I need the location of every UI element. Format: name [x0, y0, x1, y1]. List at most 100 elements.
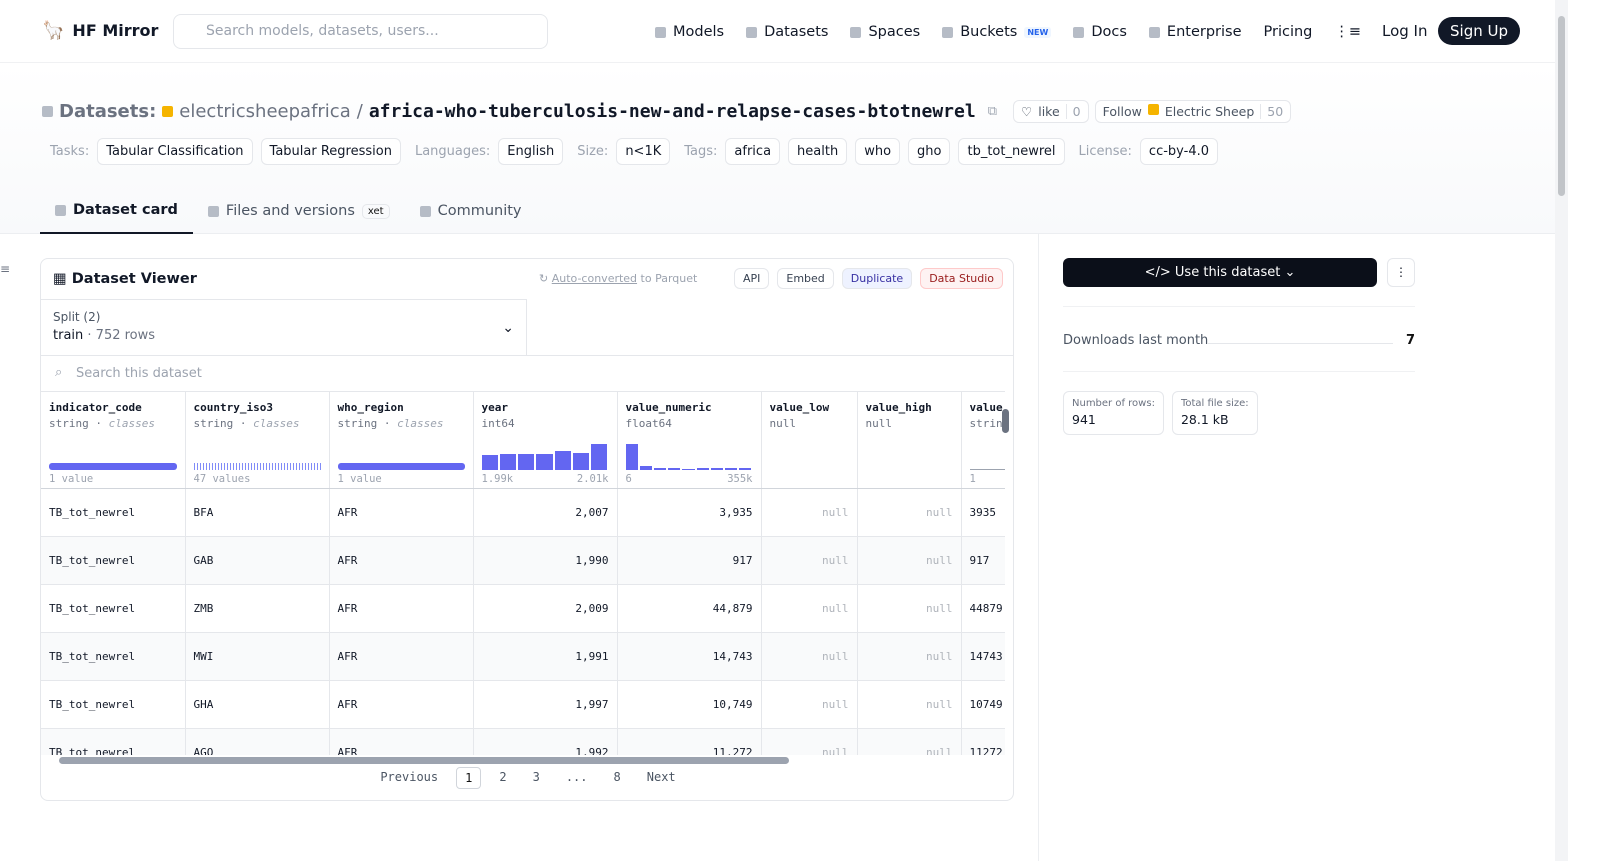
table-cell: TB_tot_newrel — [41, 584, 186, 633]
table-row[interactable]: TB_tot_newrel ZMB AFR 2,009 44,879 null null 44… — [41, 584, 1005, 633]
tag[interactable]: who — [855, 138, 901, 165]
table-cell: TB_tot_newrel — [41, 536, 186, 585]
column-type: null — [866, 417, 953, 430]
page-link[interactable]: 2 — [499, 770, 507, 784]
column-header[interactable]: value_low null — [761, 392, 858, 489]
nav-link[interactable]: Datasets — [746, 24, 828, 40]
table-cell: null — [857, 728, 962, 755]
column-name: value_high — [865, 401, 932, 414]
table-cell: null — [761, 488, 858, 537]
nav-link[interactable]: Spaces — [850, 24, 920, 40]
table-vscroll[interactable] — [1002, 409, 1009, 433]
table-cell: null — [761, 680, 858, 729]
table-hscroll[interactable] — [59, 757, 789, 764]
tag[interactable]: English — [498, 138, 564, 165]
table-row[interactable]: TB_tot_newrel MWI AFR 1,991 14,743 null null 14… — [41, 632, 1005, 681]
page-link[interactable]: ... — [565, 770, 588, 784]
signup[interactable]: Sign Up — [1438, 17, 1520, 45]
column-type: int64 — [482, 417, 609, 430]
follow-button[interactable]: Follow Electric Sheep 50 — [1094, 100, 1292, 123]
dataset-name[interactable]: africa-who-tuberculosis-new-and-relapse-… — [368, 101, 976, 122]
page-link[interactable]: Previous — [380, 770, 439, 784]
nav-link-label: Datasets — [764, 24, 829, 40]
split-label: Split (2) — [53, 310, 101, 324]
split-selector[interactable]: Split (2) train · 752 rows ⌄ — [41, 299, 527, 355]
tag[interactable]: cc-by-4.0 — [1139, 138, 1218, 165]
column-summary — [193, 442, 321, 470]
brand[interactable]: 🦙 HF Mirror — [42, 20, 158, 41]
sidebar-toggle[interactable]: ≡ — [0, 262, 11, 276]
nav-link[interactable]: Docs — [1073, 24, 1127, 40]
tab[interactable]: Files and versions xet — [193, 190, 405, 234]
viewer-action[interactable]: Duplicate — [841, 268, 913, 289]
tab[interactable]: Community — [405, 190, 537, 234]
table-row[interactable]: TB_tot_newrel AGO AFR 1,992 11,272 null null 11… — [41, 728, 1005, 755]
viewer-search[interactable]: ⌕ Search this dataset — [41, 355, 1013, 391]
column-dtype: string — [969, 417, 1006, 430]
column-header[interactable]: year int64 1.99k 2.01k — [473, 392, 618, 489]
column-kind: classes — [397, 417, 444, 430]
table-cell: null — [761, 584, 858, 633]
column-type: null — [770, 417, 849, 430]
tag[interactable]: Tabular Regression — [260, 138, 401, 165]
use-dataset-button[interactable]: </> Use this dataset ⌄ — [1063, 258, 1377, 287]
like: like — [1038, 104, 1060, 119]
page-scrollbar — [1555, 0, 1568, 861]
copy[interactable]: ⧉ — [987, 104, 997, 119]
viewer-action[interactable]: Data Studio — [920, 268, 1003, 289]
nav-link-label: Models — [673, 24, 725, 40]
column-header[interactable]: who_region string · classes 1 value — [329, 392, 474, 489]
table-row[interactable]: TB_tot_newrel GHA AFR 1,997 10,749 null null 10… — [41, 680, 1005, 729]
histogram-bar — [499, 453, 517, 470]
table-cell: 2,007 — [473, 488, 618, 537]
table-cell: GAB — [185, 536, 330, 585]
data-table: indicator_code string · classes 1 value cou… — [41, 392, 1005, 755]
more-button[interactable]: ⋮ — [1387, 258, 1415, 287]
owner[interactable]: electricsheepafrica — [179, 101, 351, 122]
tag[interactable]: gho — [908, 138, 951, 165]
page-link[interactable]: 3 — [532, 770, 540, 784]
tag[interactable]: health — [788, 138, 848, 165]
search-box[interactable]: Search models, datasets, users... — [173, 14, 548, 49]
like-button[interactable]: ♡ like 0 — [1013, 100, 1089, 123]
tab[interactable]: Dataset card — [40, 190, 193, 234]
table-row[interactable]: TB_tot_newrel BFA AFR 2,007 3,935 null null 393… — [41, 488, 1005, 537]
column-dtype: string — [193, 417, 234, 430]
column-name: value — [969, 401, 1003, 414]
tag[interactable]: Tabular Classification — [97, 138, 253, 165]
login[interactable]: Log In — [1382, 22, 1428, 40]
converted-link[interactable]: Auto-converted — [551, 272, 638, 285]
table-cell: AFR — [329, 536, 474, 585]
nav-link[interactable]: Pricing — [1264, 24, 1313, 40]
page-link[interactable]: 1 — [456, 767, 482, 789]
tag[interactable]: africa — [725, 138, 781, 165]
nav-link[interactable]: Enterprise — [1148, 24, 1242, 40]
page-link[interactable]: Next — [646, 770, 676, 784]
column-header[interactable]: country_iso3 string · classes 47 values — [185, 392, 330, 489]
nav-links: Models Datasets Spaces Buckets NEW Docs Enterp… — [655, 18, 1361, 46]
viewer-action[interactable]: Embed — [777, 268, 834, 289]
page-scroll-thumb[interactable] — [1558, 16, 1565, 196]
viewer-action[interactable]: API — [733, 268, 770, 289]
tag[interactable]: tb_tot_newrel — [958, 138, 1065, 165]
summary-line — [969, 468, 1005, 470]
table-cell: AFR — [329, 584, 474, 633]
tab-label: Dataset card — [73, 202, 178, 218]
column-header[interactable]: value_numeric float64 6 355k — [617, 392, 762, 489]
nav-link[interactable]: Models — [655, 24, 724, 40]
table-cell: TB_tot_newrel — [41, 488, 186, 537]
nav-link[interactable]: Buckets NEW — [942, 24, 1052, 40]
tag[interactable]: n<1K — [616, 138, 671, 165]
column-dtype: null — [865, 417, 893, 430]
org-avatar — [1147, 104, 1159, 115]
nav-link-label: Docs — [1091, 24, 1127, 40]
column-header[interactable]: indicator_code string · classes 1 value — [41, 392, 186, 489]
menu-icon[interactable]: ⋮≡ — [1334, 24, 1362, 40]
summary-bar — [49, 462, 177, 470]
column-summary — [481, 442, 609, 470]
column-header[interactable]: value string 1 — [961, 392, 1006, 489]
page-link[interactable]: 8 — [613, 770, 621, 784]
table-row[interactable]: TB_tot_newrel GAB AFR 1,990 917 null null 917 — [41, 536, 1005, 585]
org-avatar — [162, 106, 174, 117]
